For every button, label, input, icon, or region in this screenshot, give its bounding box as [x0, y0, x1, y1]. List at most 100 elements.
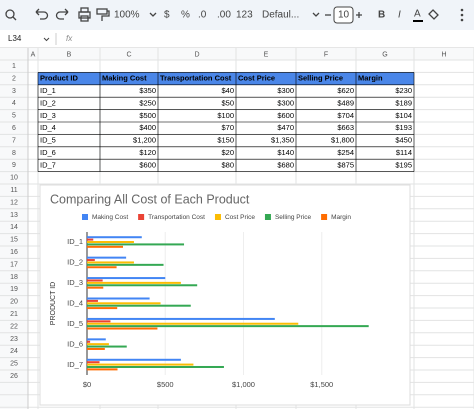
italic-button[interactable]: I — [398, 10, 401, 21]
font-size-box[interactable] — [333, 6, 354, 24]
undo-icon[interactable] — [35, 8, 49, 20]
y-tick-label: ID_6 — [67, 339, 83, 348]
redo-icon[interactable] — [55, 8, 69, 20]
legend-swatch — [264, 214, 271, 220]
bar — [87, 338, 106, 341]
decrease-decimal[interactable]: .0 — [198, 10, 207, 21]
legend-swatch — [82, 214, 88, 220]
bar — [87, 299, 98, 302]
row-header: 18 — [10, 274, 18, 281]
table-cell: $620 — [337, 86, 354, 95]
table-cell: $1,800 — [331, 136, 354, 145]
bar — [87, 361, 100, 364]
table-cell: ID_4 — [40, 123, 56, 132]
table-cell: $875 — [337, 160, 354, 169]
number-format[interactable]: 123 — [236, 10, 253, 21]
table-cell: $704 — [337, 111, 354, 120]
row-header: 11 — [10, 187, 17, 194]
fx-label: fx — [66, 34, 73, 43]
bar — [87, 345, 127, 348]
percent-format[interactable]: % — [181, 10, 190, 21]
row-header: 26 — [10, 373, 18, 380]
bar — [87, 259, 95, 262]
row-header: 2 — [12, 75, 16, 82]
search-icon[interactable] — [5, 9, 15, 19]
column-header: E — [264, 51, 269, 58]
column-header: F — [324, 51, 328, 58]
row-header: 14 — [10, 224, 18, 231]
bar — [87, 277, 166, 280]
table-cell: $250 — [139, 98, 156, 107]
row-header: 22 — [10, 323, 18, 330]
table-cell: $140 — [277, 148, 294, 157]
table-cell: $600 — [277, 111, 294, 120]
bar — [87, 261, 134, 264]
row-header: 21 — [10, 311, 18, 318]
table-cell: $50 — [221, 98, 234, 107]
table-header-cell: Transportation Cost — [160, 74, 232, 83]
bar — [87, 317, 275, 320]
zoom-caret[interactable] — [149, 12, 157, 17]
y-tick-label: ID_7 — [67, 360, 83, 369]
row-header: 20 — [10, 299, 18, 306]
row-header: 17 — [10, 261, 18, 268]
bold-button[interactable]: B — [378, 10, 385, 21]
bar — [87, 281, 181, 284]
y-tick-label: ID_3 — [67, 278, 83, 287]
table-cell: $100 — [217, 111, 234, 120]
row-header: 12 — [10, 199, 18, 206]
table-cell: $680 — [277, 160, 294, 169]
bar — [87, 241, 134, 244]
table-cell: $400 — [139, 123, 156, 132]
bar — [87, 325, 369, 328]
zoom[interactable]: 100% — [114, 10, 140, 21]
legend-swatch — [321, 214, 328, 220]
row-header: 16 — [10, 249, 18, 256]
bar — [87, 320, 111, 323]
fill-color-icon[interactable] — [428, 9, 439, 20]
font-family[interactable]: Defaul... — [262, 10, 299, 21]
table-cell: $104 — [395, 111, 412, 120]
bar — [87, 284, 198, 287]
row-header: 6 — [12, 125, 16, 132]
table-cell: ID_2 — [40, 98, 56, 107]
row-header: 1 — [12, 63, 16, 70]
legend-swatch — [214, 214, 221, 220]
bar — [87, 347, 105, 350]
font-caret[interactable] — [312, 12, 320, 17]
table-header-fill — [38, 72, 414, 85]
increase-decimal[interactable]: .00 — [217, 10, 231, 21]
increase-font[interactable] — [356, 12, 362, 18]
bar — [87, 279, 103, 282]
table-cell: $120 — [139, 148, 156, 157]
bar — [87, 238, 94, 241]
name-box[interactable]: L34 — [8, 34, 22, 43]
formula-bar — [0, 30, 474, 48]
table-cell: $450 — [395, 136, 412, 145]
currency-format[interactable]: $ — [164, 10, 170, 21]
bar — [87, 297, 150, 300]
table-cell: $114 — [396, 148, 412, 157]
font-size[interactable]: 10 — [338, 10, 350, 21]
legend-label: Margin — [331, 214, 351, 221]
text-color-button[interactable]: A — [414, 9, 421, 20]
row-header: 24 — [10, 348, 18, 355]
table-cell: $230 — [395, 86, 412, 95]
chart-frame — [39, 184, 411, 406]
row-header: 15 — [10, 237, 18, 244]
row-header-bar — [0, 60, 28, 409]
row-header: 4 — [12, 100, 16, 107]
bar — [87, 365, 224, 368]
row-header: 19 — [10, 286, 18, 293]
y-axis-label: PRODUCT ID — [50, 282, 57, 325]
bar — [87, 343, 109, 346]
row-header: 9 — [12, 162, 16, 169]
table-header-cell: Margin — [358, 74, 383, 83]
x-tick-label: $500 — [157, 380, 174, 389]
table-header-cell: Cost Price — [238, 74, 275, 83]
legend-label: Transportation Cost — [148, 214, 205, 221]
column-header: C — [126, 51, 131, 58]
table-cell: $189 — [395, 98, 412, 107]
